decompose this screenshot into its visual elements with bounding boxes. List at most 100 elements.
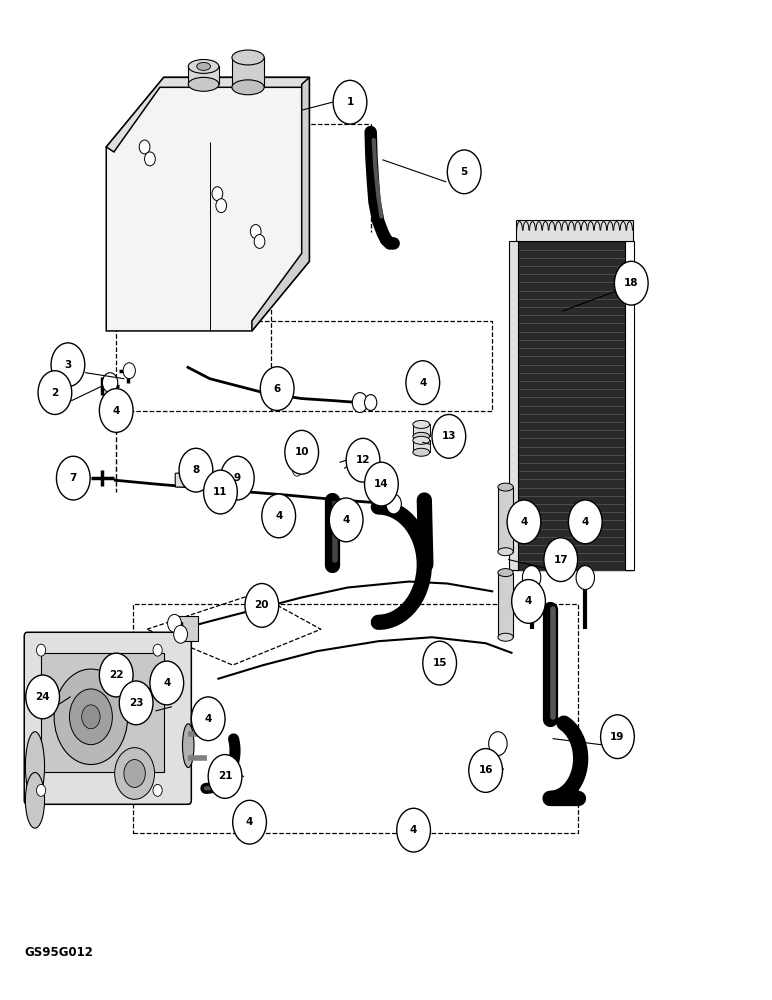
Bar	[41, 653, 164, 772]
Circle shape	[419, 380, 427, 390]
Ellipse shape	[232, 80, 264, 95]
Circle shape	[153, 784, 162, 796]
Ellipse shape	[413, 448, 430, 456]
Text: 4: 4	[520, 517, 527, 527]
Circle shape	[407, 823, 421, 841]
Circle shape	[544, 538, 577, 582]
Ellipse shape	[498, 548, 513, 556]
Ellipse shape	[498, 483, 513, 491]
Circle shape	[163, 680, 171, 690]
Circle shape	[56, 456, 90, 500]
Bar	[516, 220, 633, 241]
Circle shape	[512, 580, 546, 623]
Circle shape	[212, 495, 220, 505]
Circle shape	[208, 755, 242, 798]
FancyBboxPatch shape	[24, 632, 191, 804]
Text: GS95G012: GS95G012	[24, 946, 93, 959]
Ellipse shape	[498, 569, 513, 577]
Text: 4: 4	[343, 515, 350, 525]
Text: 4: 4	[581, 517, 589, 527]
Circle shape	[416, 376, 430, 394]
Circle shape	[232, 800, 266, 844]
Bar	[516, 241, 633, 570]
Bar	[177, 616, 198, 641]
Text: 21: 21	[218, 771, 232, 781]
Circle shape	[272, 509, 286, 527]
Circle shape	[123, 363, 135, 379]
Text: 4: 4	[163, 678, 171, 688]
Ellipse shape	[182, 724, 194, 768]
Circle shape	[144, 152, 155, 166]
Text: 4: 4	[275, 511, 283, 521]
Circle shape	[224, 468, 242, 492]
Circle shape	[523, 566, 541, 589]
Circle shape	[201, 712, 215, 730]
Circle shape	[300, 458, 310, 470]
Text: 11: 11	[213, 487, 228, 497]
Circle shape	[575, 519, 583, 529]
Circle shape	[386, 494, 401, 514]
Bar	[498, 487, 513, 552]
Text: 12: 12	[356, 455, 371, 465]
Circle shape	[346, 438, 380, 482]
Text: 4: 4	[205, 714, 212, 724]
Circle shape	[36, 784, 46, 796]
Text: 24: 24	[36, 692, 50, 702]
Text: 15: 15	[432, 658, 447, 668]
Ellipse shape	[25, 732, 45, 801]
Text: 3: 3	[64, 360, 72, 370]
Circle shape	[262, 494, 296, 538]
Circle shape	[511, 517, 519, 527]
Circle shape	[260, 367, 294, 410]
Circle shape	[245, 819, 253, 829]
Ellipse shape	[25, 772, 45, 828]
Circle shape	[525, 598, 533, 608]
Circle shape	[120, 681, 153, 725]
Circle shape	[221, 456, 254, 500]
Circle shape	[51, 343, 85, 387]
Circle shape	[100, 653, 133, 697]
Circle shape	[212, 485, 220, 495]
Circle shape	[333, 80, 367, 124]
Circle shape	[204, 470, 237, 514]
Bar	[509, 241, 518, 570]
Bar	[625, 241, 635, 570]
Circle shape	[242, 815, 256, 833]
Circle shape	[469, 749, 503, 792]
Polygon shape	[252, 77, 310, 331]
Circle shape	[615, 261, 648, 305]
Circle shape	[82, 705, 100, 729]
Circle shape	[339, 513, 353, 531]
Ellipse shape	[197, 62, 211, 70]
Text: 19: 19	[611, 732, 625, 742]
Text: 9: 9	[234, 473, 241, 483]
Circle shape	[432, 414, 466, 458]
Circle shape	[103, 373, 118, 393]
Circle shape	[25, 675, 59, 719]
Circle shape	[69, 689, 113, 745]
Circle shape	[507, 500, 541, 544]
Circle shape	[364, 395, 377, 410]
Bar	[133, 604, 577, 833]
Text: 22: 22	[109, 670, 124, 680]
Bar	[413, 424, 430, 436]
Circle shape	[113, 408, 120, 417]
Ellipse shape	[188, 59, 219, 73]
Circle shape	[245, 584, 279, 627]
Polygon shape	[107, 77, 310, 331]
Ellipse shape	[498, 633, 513, 641]
Text: 14: 14	[374, 479, 389, 489]
Polygon shape	[107, 77, 310, 152]
Ellipse shape	[232, 50, 264, 65]
Circle shape	[254, 234, 265, 248]
Circle shape	[522, 594, 536, 612]
Text: 13: 13	[442, 431, 456, 441]
Circle shape	[139, 140, 150, 154]
Bar	[188, 66, 219, 84]
Circle shape	[572, 515, 586, 533]
Circle shape	[36, 644, 46, 656]
Text: 4: 4	[419, 378, 426, 388]
Circle shape	[191, 697, 225, 741]
Circle shape	[179, 448, 213, 492]
Circle shape	[489, 732, 507, 756]
